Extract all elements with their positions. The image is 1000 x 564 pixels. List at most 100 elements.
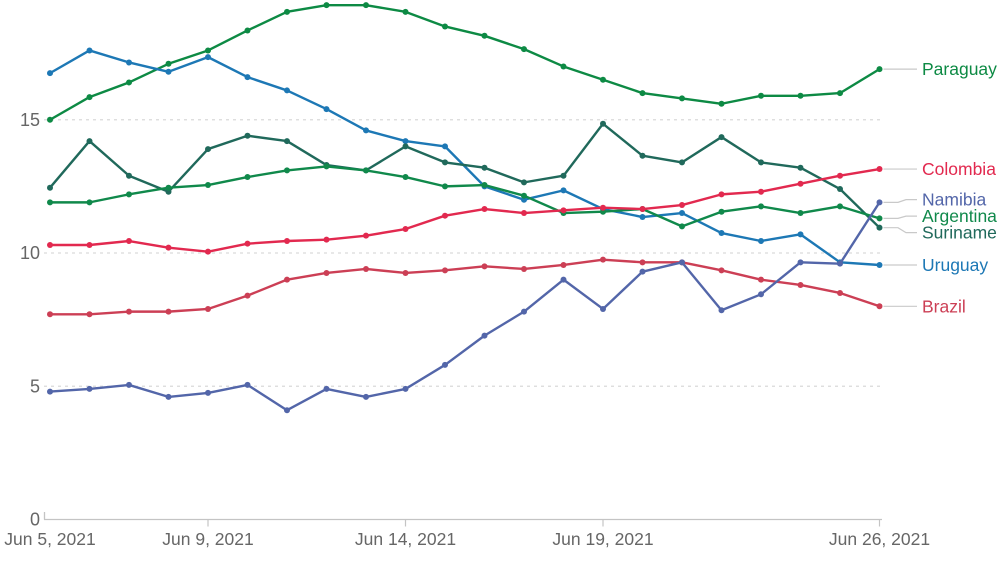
data-point-brazil xyxy=(600,256,606,263)
data-point-namibia xyxy=(363,393,369,400)
data-point-suriname xyxy=(600,120,606,127)
data-point-suriname xyxy=(284,138,290,145)
data-point-argentina xyxy=(758,203,764,210)
data-point-namibia xyxy=(560,276,567,283)
data-point-namibia xyxy=(86,385,93,392)
legend-connector-suriname xyxy=(883,227,917,234)
data-point-colombia xyxy=(284,238,290,245)
data-point-argentina xyxy=(402,174,409,181)
data-point-brazil xyxy=(718,267,725,274)
data-point-colombia xyxy=(47,242,53,249)
data-point-colombia xyxy=(481,206,488,213)
data-point-namibia xyxy=(323,385,330,392)
data-point-argentina xyxy=(284,167,290,174)
data-point-paraguay xyxy=(323,2,330,9)
legend-label-namibia: Namibia xyxy=(922,190,986,210)
data-point-namibia xyxy=(284,407,290,414)
data-point-brazil xyxy=(126,308,132,315)
y-tick-label-5: 5 xyxy=(30,376,40,396)
data-point-namibia xyxy=(521,308,527,315)
data-point-argentina xyxy=(86,199,93,206)
series-line-namibia xyxy=(48,201,881,412)
x-tick-label: Jun 9, 2021 xyxy=(162,529,253,549)
data-point-brazil xyxy=(47,311,53,318)
data-point-colombia xyxy=(560,207,567,214)
data-point-uruguay xyxy=(560,187,567,194)
data-point-suriname xyxy=(718,134,725,141)
data-point-paraguay xyxy=(679,95,685,102)
data-point-colombia xyxy=(363,232,369,239)
data-point-namibia xyxy=(718,307,725,314)
data-point-suriname xyxy=(126,172,132,179)
data-point-uruguay xyxy=(718,230,725,237)
data-point-brazil xyxy=(758,276,764,283)
data-point-uruguay xyxy=(363,127,369,134)
series-line-argentina xyxy=(48,165,881,228)
data-point-argentina xyxy=(837,203,843,210)
data-point-uruguay xyxy=(797,231,804,238)
data-point-paraguay xyxy=(205,47,211,54)
data-point-namibia xyxy=(244,381,251,388)
data-point-brazil xyxy=(837,289,843,296)
data-point-colombia xyxy=(876,166,883,173)
data-point-uruguay xyxy=(639,214,646,221)
legend-label-colombia: Colombia xyxy=(922,159,996,179)
data-point-paraguay xyxy=(521,46,527,53)
data-point-paraguay xyxy=(876,66,883,73)
data-point-paraguay xyxy=(165,60,172,67)
data-point-paraguay xyxy=(244,27,251,34)
data-point-uruguay xyxy=(205,54,211,61)
data-point-brazil xyxy=(363,265,369,272)
data-point-namibia xyxy=(758,291,764,298)
legend-label-paraguay: Paraguay xyxy=(922,59,997,79)
data-point-uruguay xyxy=(876,261,883,268)
data-point-argentina xyxy=(323,163,330,170)
data-point-uruguay xyxy=(165,68,172,75)
data-point-suriname xyxy=(205,146,211,153)
data-point-argentina xyxy=(718,208,725,215)
data-point-paraguay xyxy=(837,90,843,97)
data-point-namibia xyxy=(837,260,843,267)
data-point-paraguay xyxy=(402,8,409,15)
data-point-uruguay xyxy=(758,238,764,245)
data-point-argentina xyxy=(442,183,448,190)
data-point-uruguay xyxy=(442,143,448,150)
series-line-uruguay xyxy=(48,49,881,267)
series-line-brazil xyxy=(48,258,881,316)
data-point-paraguay xyxy=(47,116,53,123)
legend-connector-namibia xyxy=(883,199,917,203)
data-point-namibia xyxy=(600,305,606,312)
data-point-paraguay xyxy=(363,2,369,9)
x-tick-label: Jun 14, 2021 xyxy=(355,529,456,549)
x-tick-label: Jun 19, 2021 xyxy=(552,529,653,549)
data-point-colombia xyxy=(758,188,764,195)
data-point-paraguay xyxy=(442,23,448,30)
data-point-colombia xyxy=(837,172,843,179)
series-line-suriname xyxy=(48,122,881,229)
data-point-namibia xyxy=(402,385,409,392)
data-point-colombia xyxy=(679,202,685,209)
data-point-namibia xyxy=(639,268,646,275)
data-point-brazil xyxy=(442,267,448,274)
data-point-colombia xyxy=(126,238,132,245)
data-point-uruguay xyxy=(244,74,251,81)
legend-connector-argentina xyxy=(883,215,917,219)
data-point-suriname xyxy=(244,132,251,139)
data-point-paraguay xyxy=(797,92,804,99)
data-point-colombia xyxy=(402,226,409,233)
data-point-argentina xyxy=(205,182,211,189)
legend-label-suriname: Suriname xyxy=(922,223,997,243)
data-point-uruguay xyxy=(323,106,330,113)
data-point-suriname xyxy=(442,159,448,166)
legend-label-uruguay: Uruguay xyxy=(922,255,988,275)
data-point-paraguay xyxy=(639,90,646,97)
data-point-colombia xyxy=(639,206,646,213)
data-point-paraguay xyxy=(86,94,93,101)
data-point-colombia xyxy=(244,240,251,247)
data-point-brazil xyxy=(481,263,488,270)
data-point-brazil xyxy=(86,311,93,318)
data-point-paraguay xyxy=(758,92,764,99)
data-point-brazil xyxy=(639,259,646,266)
data-point-uruguay xyxy=(47,70,53,77)
